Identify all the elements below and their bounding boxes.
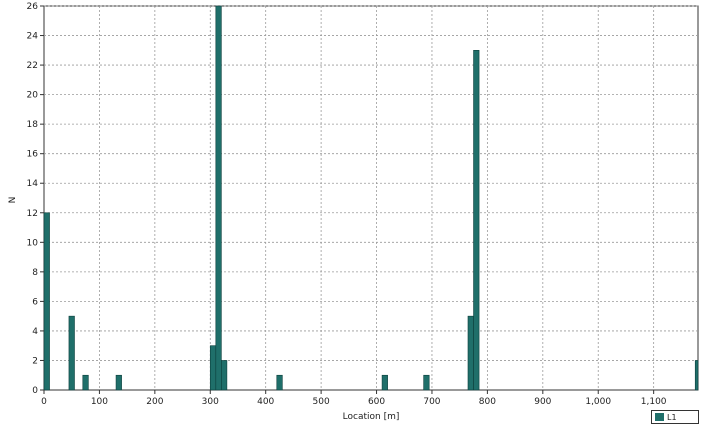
bars <box>43 5 699 391</box>
x-tick-label: 400 <box>257 397 274 407</box>
x-tick-label: 100 <box>91 397 108 407</box>
grid-lines <box>44 5 698 390</box>
histogram-bar <box>215 5 222 391</box>
histogram-bar <box>43 212 50 391</box>
histogram-bar <box>82 374 89 391</box>
x-tick-labels: 0 100 200 300 400 500 600 700 800 900 1,000 1,100 <box>41 390 667 407</box>
x-tick-label: 200 <box>146 397 163 407</box>
x-axis-title: Location [m] <box>343 412 400 422</box>
y-tick-label: 18 <box>27 120 39 130</box>
x-tick-label: 500 <box>313 397 330 407</box>
histogram-bar <box>68 315 75 391</box>
x-tick-label: 600 <box>368 397 385 407</box>
y-tick-label: 22 <box>27 61 38 71</box>
legend-swatch <box>655 413 664 421</box>
histogram-bar <box>381 374 388 391</box>
legend-label: L1 <box>667 412 677 422</box>
y-tick-label: 4 <box>32 327 38 337</box>
histogram-bar <box>209 345 217 391</box>
x-tick-label: 1,100 <box>641 397 667 407</box>
y-tick-label: 10 <box>27 238 39 248</box>
histogram-bar <box>473 50 480 391</box>
y-tick-label: 24 <box>27 32 39 42</box>
y-tick-label: 2 <box>32 356 38 366</box>
x-tick-label: 700 <box>423 397 440 407</box>
histogram-bar <box>694 360 699 391</box>
y-tick-label: 16 <box>27 150 39 160</box>
x-tick-label: 900 <box>534 397 551 407</box>
y-tick-label: 14 <box>27 179 39 189</box>
y-tick-label: 8 <box>32 268 38 278</box>
y-tick-label: 6 <box>32 297 38 307</box>
plot-area <box>43 5 699 391</box>
histogram-bar <box>423 374 430 391</box>
histogram-bar <box>276 374 283 391</box>
x-tick-label: 300 <box>202 397 219 407</box>
x-tick-label: 800 <box>479 397 496 407</box>
histogram-bar <box>115 374 122 391</box>
y-tick-label: 0 <box>32 386 38 396</box>
y-axis-title: N <box>8 197 18 204</box>
x-tick-label: 0 <box>41 397 47 407</box>
y-tick-label: 12 <box>27 209 38 219</box>
histogram-bar <box>221 360 228 391</box>
x-tick-label: 1,000 <box>585 397 611 407</box>
histogram-bar <box>467 315 474 391</box>
y-tick-label: 20 <box>27 91 39 101</box>
y-tick-label: 26 <box>27 2 39 12</box>
